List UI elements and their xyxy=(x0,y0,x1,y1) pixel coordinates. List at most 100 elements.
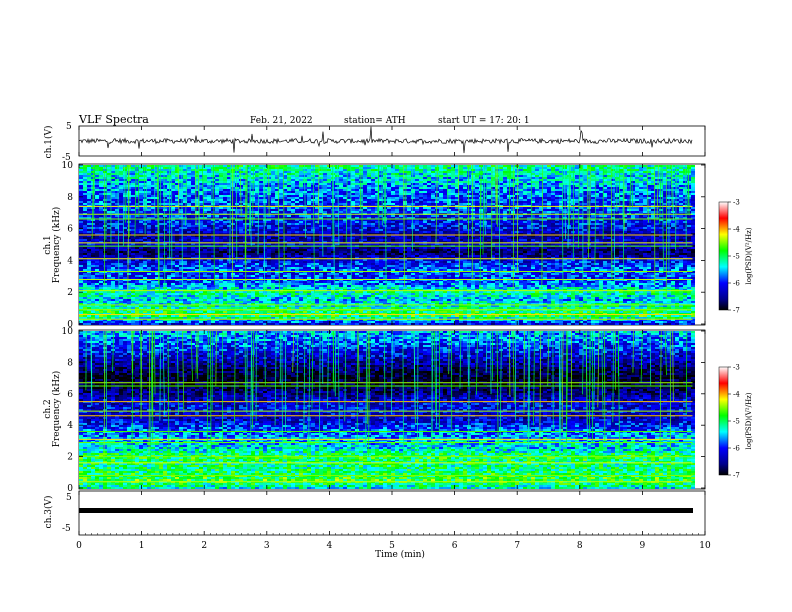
spectrogram-cell xyxy=(371,211,375,213)
spectrogram-cell xyxy=(459,183,463,185)
spectrogram-cell xyxy=(279,177,283,179)
spectrogram-cell xyxy=(235,165,239,167)
spectrogram-cell xyxy=(567,211,571,213)
spectrogram-cell xyxy=(339,197,343,199)
spectrogram-cell xyxy=(339,209,343,211)
spectrogram-cell xyxy=(399,223,403,225)
spectrogram-cell xyxy=(271,209,275,211)
spectrogram-cell xyxy=(187,185,191,187)
spectrogram-cell xyxy=(415,193,419,195)
spectrogram-cell xyxy=(639,207,643,209)
spectrogram-cell xyxy=(79,171,83,173)
spectrogram-cell xyxy=(223,223,227,225)
spectrogram-cell xyxy=(431,223,435,225)
spectrogram-cell xyxy=(535,171,539,173)
spectrogram-cell xyxy=(307,201,311,203)
spectrogram-cell xyxy=(159,225,163,227)
spectrogram-cell xyxy=(207,215,211,217)
spectrogram-cell xyxy=(91,229,95,231)
spectrogram-cell xyxy=(175,209,179,211)
spectrogram-cell xyxy=(203,169,207,171)
spectrogram-cell xyxy=(463,195,467,197)
spectrogram-cell xyxy=(191,195,195,197)
spectrogram-cell xyxy=(363,171,367,173)
spectrogram-cell xyxy=(363,199,367,201)
spectrogram-cell xyxy=(243,201,247,203)
spectrogram-cell xyxy=(79,179,83,181)
spectrogram-cell xyxy=(451,227,455,229)
spectrogram-cell xyxy=(451,191,455,193)
spectrogram-cell xyxy=(607,191,611,193)
spectrogram-cell xyxy=(347,201,351,203)
spectrogram-cell xyxy=(239,221,243,223)
spectrogram-cell xyxy=(311,211,315,213)
spectrogram-cell xyxy=(315,165,319,167)
spectrogram-cell xyxy=(447,167,451,169)
spectrogram-cell xyxy=(211,191,215,193)
spectrogram-cell xyxy=(423,169,427,171)
spectrogram-cell xyxy=(339,195,343,197)
spectrogram-cell xyxy=(571,173,575,175)
spectrogram-cell xyxy=(187,223,191,225)
spectrogram-cell xyxy=(291,197,295,199)
spectrogram-cell xyxy=(147,193,151,195)
spectrogram-cell xyxy=(535,197,539,199)
spectrogram-cell xyxy=(107,211,111,213)
spectrogram-cell xyxy=(591,175,595,177)
spectrogram-cell xyxy=(327,227,331,229)
spectrogram-cell xyxy=(675,193,679,195)
spectrogram-cell xyxy=(599,209,603,211)
spectrogram-cell xyxy=(191,215,195,217)
spectrogram-cell xyxy=(103,227,107,229)
spectrogram-cell xyxy=(147,225,151,227)
spectrogram-cell xyxy=(515,191,519,193)
spectrogram-cell xyxy=(95,221,99,223)
spectrogram-cell xyxy=(391,203,395,205)
spectrogram-cell xyxy=(287,203,291,205)
spectrogram-cell xyxy=(555,199,559,201)
spectrogram-cell xyxy=(215,193,219,195)
spectrogram-cell xyxy=(411,165,415,167)
spectrogram-cell xyxy=(295,167,299,169)
spectrogram-cell xyxy=(327,209,331,211)
spectrogram-cell xyxy=(367,211,371,213)
spectrogram-cell xyxy=(323,201,327,203)
spectrogram-cell xyxy=(687,177,691,179)
spectrogram-cell xyxy=(419,209,423,211)
spectrogram-cell xyxy=(639,183,643,185)
spectrogram-cell xyxy=(235,191,239,193)
spectrogram-cell xyxy=(447,215,451,217)
spectrogram-cell xyxy=(87,181,91,183)
spectrogram-cell xyxy=(191,193,195,195)
spectrogram-cell xyxy=(587,221,591,223)
spectrogram-cell xyxy=(547,171,551,173)
spectrogram-cell xyxy=(339,199,343,201)
spectrogram-cell xyxy=(159,189,163,191)
spectrogram-cell xyxy=(295,183,299,185)
spectrogram-cell xyxy=(303,165,307,167)
spectrogram-cell xyxy=(291,209,295,211)
spectrogram-cell xyxy=(555,223,559,225)
spectrogram-cell xyxy=(271,223,275,225)
spectrogram-cell xyxy=(619,209,623,211)
spectrogram-cell xyxy=(639,193,643,195)
spectrogram-cell xyxy=(139,229,143,231)
spectrogram-cell xyxy=(439,197,443,199)
spectrogram-cell xyxy=(287,191,291,193)
spectrogram-cell xyxy=(435,211,439,213)
spectrogram-cell xyxy=(363,223,367,225)
spectrogram-cell xyxy=(487,179,491,181)
spectrogram-cell xyxy=(355,191,359,193)
spectrogram-cell xyxy=(235,167,239,169)
spectrogram-cell xyxy=(415,173,419,175)
spectrogram-cell xyxy=(475,173,479,175)
spectrogram-cell xyxy=(503,175,507,177)
spectrogram-cell xyxy=(215,191,219,193)
spectrogram-cell xyxy=(83,221,87,223)
spectrogram-cell xyxy=(299,185,303,187)
spectrogram-cell xyxy=(299,225,303,227)
spectrogram-cell xyxy=(371,173,375,175)
spectrogram-cell xyxy=(507,187,511,189)
spectrogram-cell xyxy=(371,225,375,227)
spectrogram-cell xyxy=(407,177,411,179)
